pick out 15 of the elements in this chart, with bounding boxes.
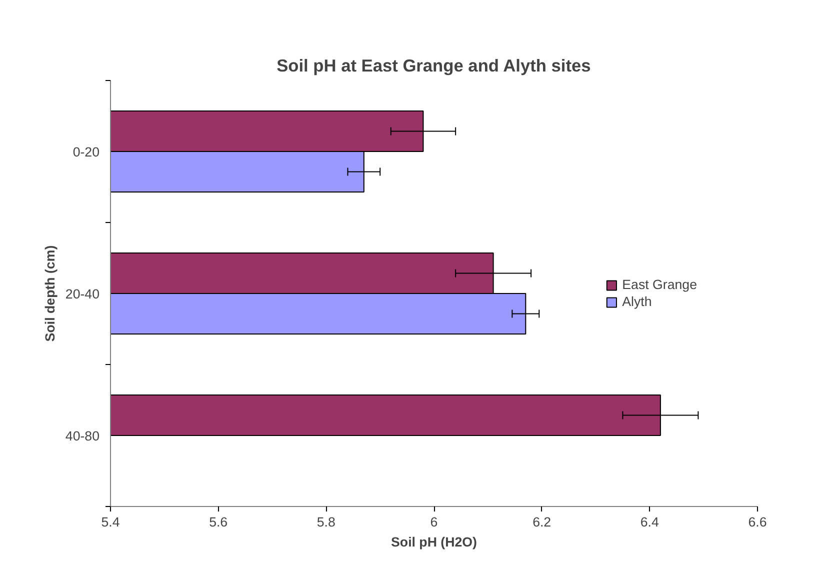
y-tick-label: 20-40	[65, 286, 100, 302]
x-tick-label: 5.4	[101, 514, 120, 530]
x-tick-label: 5.6	[209, 514, 228, 530]
x-tick-label: 6.2	[532, 514, 552, 530]
x-tick-label: 5.8	[316, 514, 336, 530]
y-tick-label: 0-20	[72, 144, 100, 160]
y-tick-label: 40-80	[65, 428, 100, 444]
legend-label: Alyth	[622, 294, 652, 309]
y-axis-title: Soil depth (cm)	[42, 245, 58, 342]
x-tick-label: 6	[430, 514, 438, 530]
x-axis-title: Soil pH (H2O)	[391, 534, 477, 550]
chart-title: Soil pH at East Grange and Alyth sites	[276, 56, 591, 76]
legend-label: East Grange	[622, 277, 697, 292]
x-tick-label: 6.6	[748, 514, 767, 530]
x-tick-label: 6.4	[640, 514, 660, 530]
